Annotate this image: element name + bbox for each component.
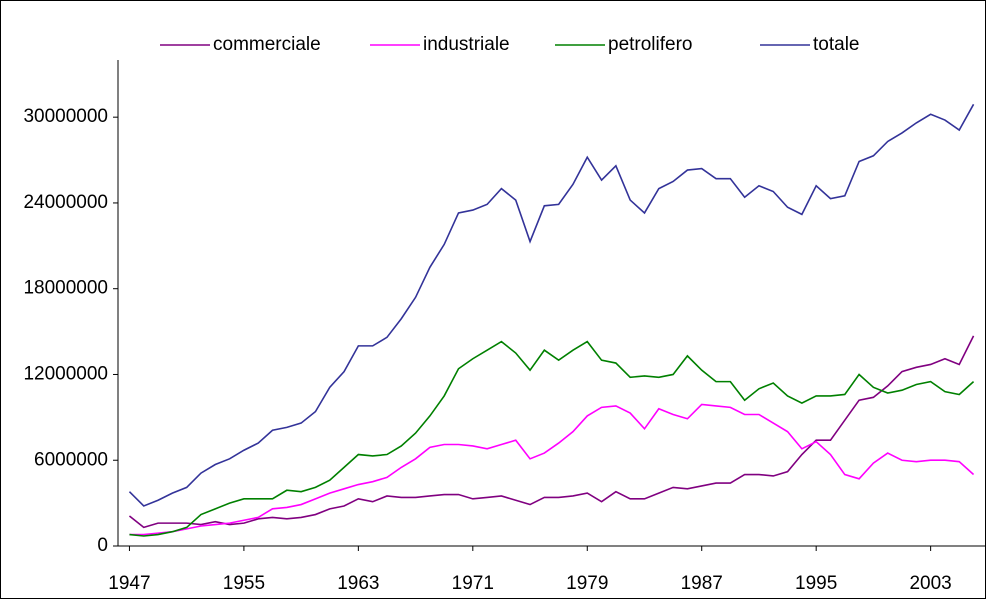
y-tick-label: 18000000 <box>23 278 108 299</box>
y-tick-label: 12000000 <box>23 363 108 384</box>
x-tick-label: 1979 <box>566 573 608 594</box>
x-tick-label: 1963 <box>337 573 379 594</box>
y-tick-label: 0 <box>97 535 108 556</box>
x-tick-label: 1955 <box>223 573 265 594</box>
x-tick-label: 1947 <box>108 573 150 594</box>
legend-label: industriale <box>423 34 510 55</box>
y-tick-label: 6000000 <box>34 449 108 470</box>
x-tick-label: 1987 <box>681 573 723 594</box>
legend-label: commerciale <box>213 34 321 55</box>
x-tick-label: 1995 <box>795 573 837 594</box>
y-tick-label: 24000000 <box>23 192 108 213</box>
x-tick-label: 1971 <box>452 573 494 594</box>
series-line <box>128 103 975 507</box>
series-line <box>129 340 975 537</box>
legend-label: petrolifero <box>608 34 693 55</box>
series-line <box>128 335 975 529</box>
series-line <box>129 403 975 536</box>
x-tick-label: 2003 <box>909 573 951 594</box>
y-tick-label: 30000000 <box>23 106 108 127</box>
legend-label: totale <box>813 34 859 55</box>
